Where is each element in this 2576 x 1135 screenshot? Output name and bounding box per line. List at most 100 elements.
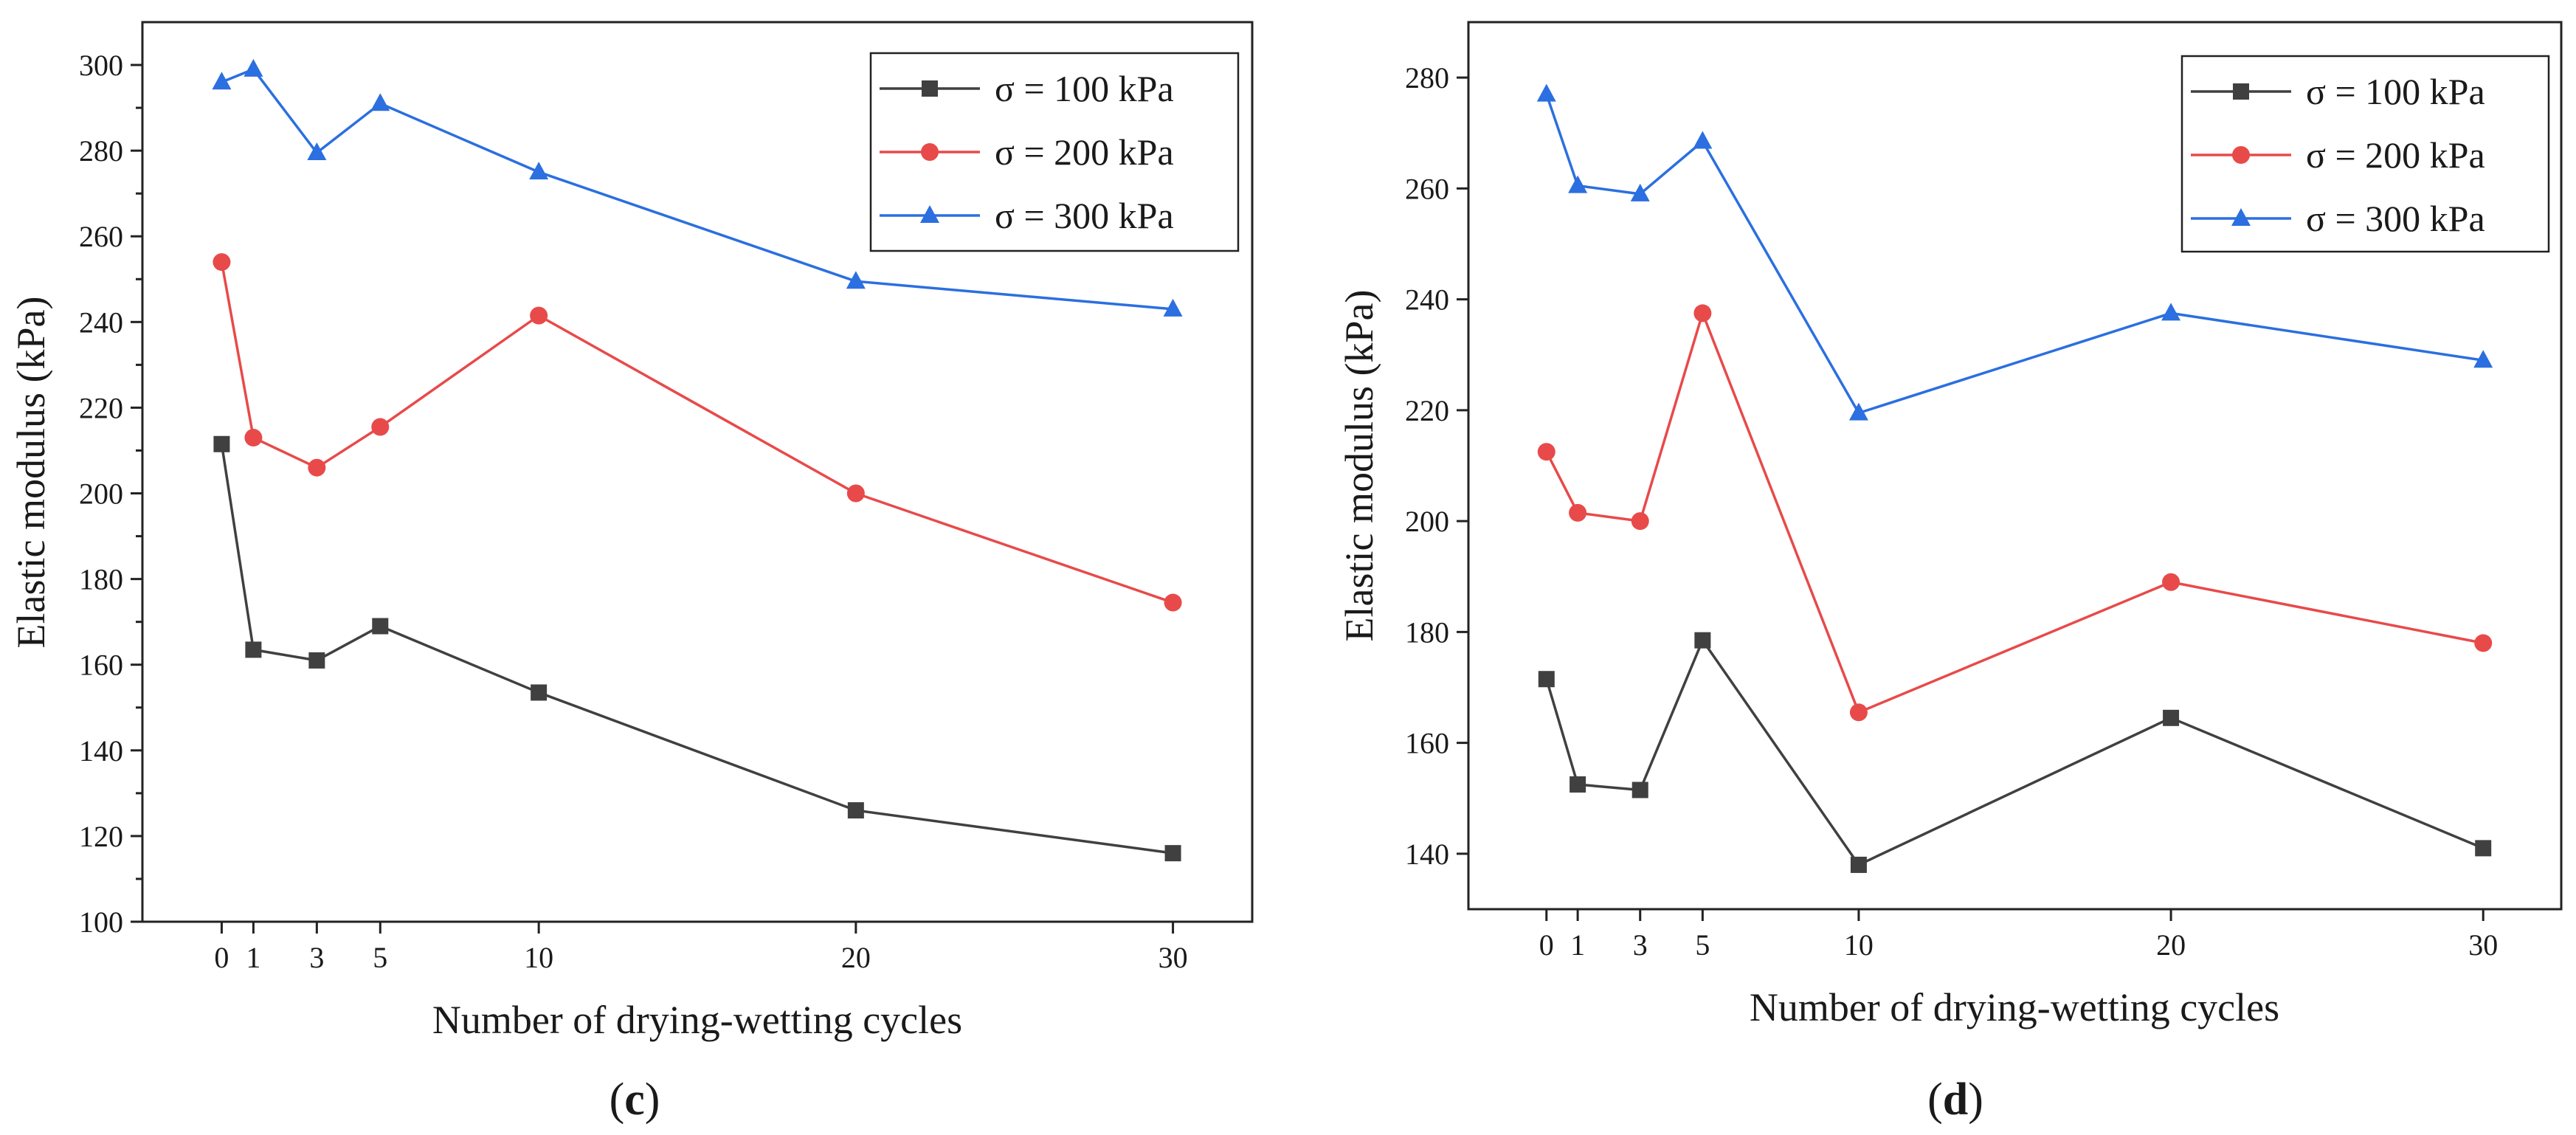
- x-tick-label: 20: [2156, 928, 2186, 962]
- legend-marker: [2232, 146, 2250, 164]
- data-point: [1164, 845, 1181, 862]
- series-1: [1538, 632, 2492, 873]
- panel-label-letter: c: [624, 1074, 645, 1125]
- series-line: [220, 444, 1173, 855]
- x-tick-label: 10: [524, 941, 553, 974]
- x-tick-label: 30: [2468, 928, 2498, 962]
- y-tick-label: 140: [79, 734, 123, 767]
- x-axis-title: Number of drying-wetting cycles: [432, 998, 962, 1042]
- data-point: [1849, 703, 1868, 722]
- y-tick-label: 300: [79, 49, 123, 82]
- x-tick-label: 5: [1695, 928, 1710, 962]
- panel-label: (d): [1927, 1074, 1983, 1125]
- data-point: [847, 802, 864, 819]
- legend: σ = 100 kPa σ = 200 kPa σ = 300 kPa: [869, 52, 1240, 252]
- data-point: [1538, 671, 1555, 688]
- y-tick-label: 100: [79, 905, 123, 939]
- data-point: [1693, 131, 1713, 149]
- y-tick-label: 260: [79, 220, 123, 253]
- y-tick-label: 200: [1405, 505, 1449, 538]
- x-tick-label: 10: [1844, 928, 1874, 962]
- y-tick-label: 160: [1405, 727, 1449, 760]
- x-tick-label: 1: [246, 941, 260, 974]
- x-tick-label: 3: [309, 941, 324, 974]
- y-tick-label: 160: [79, 649, 123, 682]
- data-point: [372, 618, 389, 635]
- legend-marker: [921, 143, 939, 161]
- legend-label: σ = 300 kPa: [995, 195, 1174, 236]
- series-2: [1537, 304, 2493, 722]
- y-tick-label: 240: [79, 306, 123, 339]
- data-point: [244, 429, 263, 447]
- x-tick-label: 1: [1570, 928, 1585, 962]
- data-point: [308, 458, 326, 477]
- data-point: [2162, 573, 2180, 591]
- series-3: [212, 58, 1183, 317]
- y-tick-label: 280: [1405, 61, 1449, 94]
- data-point: [1163, 298, 1183, 317]
- data-point: [1537, 443, 1555, 461]
- x-axis-title: Number of drying-wetting cycles: [1750, 985, 2279, 1029]
- panel-label-open: (: [1927, 1074, 1943, 1125]
- legend-label: σ = 100 kPa: [995, 68, 1174, 109]
- legend-label: σ = 200 kPa: [2306, 134, 2485, 176]
- y-tick-label: 180: [1405, 615, 1449, 649]
- x-tick-label: 0: [214, 941, 229, 974]
- legend-label: σ = 300 kPa: [2306, 198, 2485, 239]
- x-tick-label: 0: [1539, 928, 1554, 962]
- data-point: [1570, 776, 1586, 793]
- data-point: [1694, 632, 1711, 649]
- y-tick-label: 120: [79, 820, 123, 853]
- plot-frame: [141, 21, 1254, 923]
- panel-label-close: ): [1968, 1074, 1983, 1125]
- series-line: [1545, 638, 2484, 866]
- y-axis-title: Elastic modulus (kPa): [9, 297, 53, 649]
- data-point: [2473, 350, 2493, 368]
- data-point: [1850, 856, 1867, 873]
- data-point: [1630, 183, 1650, 201]
- y-tick-label: 220: [1405, 394, 1449, 427]
- plot-frame: [1467, 21, 2563, 911]
- data-point: [1693, 304, 1712, 322]
- data-point: [370, 93, 390, 111]
- legend-marker: [920, 205, 939, 223]
- data-point: [846, 271, 866, 289]
- data-point: [308, 652, 325, 669]
- series-line: [1545, 311, 2484, 714]
- y-tick-label: 140: [1405, 838, 1449, 871]
- chart-panel-c: 100 120 140 160 180 200 220 240 260 280 300 0 1 3 5 10 2…: [9, 21, 1254, 1125]
- data-point: [244, 58, 263, 77]
- data-point: [1164, 593, 1182, 612]
- data-point: [2161, 303, 2181, 321]
- data-point: [1631, 512, 1649, 531]
- y-tick-label: 200: [79, 477, 123, 511]
- y-tick-label: 240: [1405, 283, 1449, 317]
- data-point: [1569, 503, 1587, 522]
- x-tick-label: 3: [1633, 928, 1648, 962]
- data-point: [2474, 634, 2493, 652]
- legend: σ = 100 kPa σ = 200 kPa σ = 300 kPa: [2180, 55, 2550, 253]
- chart-panel-d: 140 160 180 200 220 240 260 280 0 1 3 5 10 20 30 Number…: [1337, 21, 2563, 1125]
- data-point: [245, 641, 262, 658]
- data-point: [529, 162, 549, 180]
- y-axis-title: Elastic modulus (kPa): [1337, 290, 1381, 642]
- panel-label-open: (: [610, 1074, 625, 1125]
- data-point: [2475, 840, 2492, 857]
- data-point: [530, 306, 548, 325]
- data-point: [846, 484, 865, 503]
- panel-label-close: ): [645, 1074, 660, 1125]
- legend-label: σ = 200 kPa: [995, 131, 1174, 173]
- legend-label: σ = 100 kPa: [2306, 71, 2485, 112]
- data-point: [1568, 175, 1588, 193]
- data-point: [307, 142, 327, 161]
- legend-marker: [2231, 208, 2251, 226]
- y-tick-label: 260: [1405, 172, 1449, 205]
- panel-label: (c): [610, 1074, 660, 1125]
- x-tick-label: 30: [1158, 941, 1188, 974]
- y-tick-label: 220: [79, 391, 123, 424]
- panel-label-letter: d: [1943, 1074, 1968, 1125]
- y-tick-label: 180: [79, 563, 123, 596]
- data-point: [531, 684, 548, 701]
